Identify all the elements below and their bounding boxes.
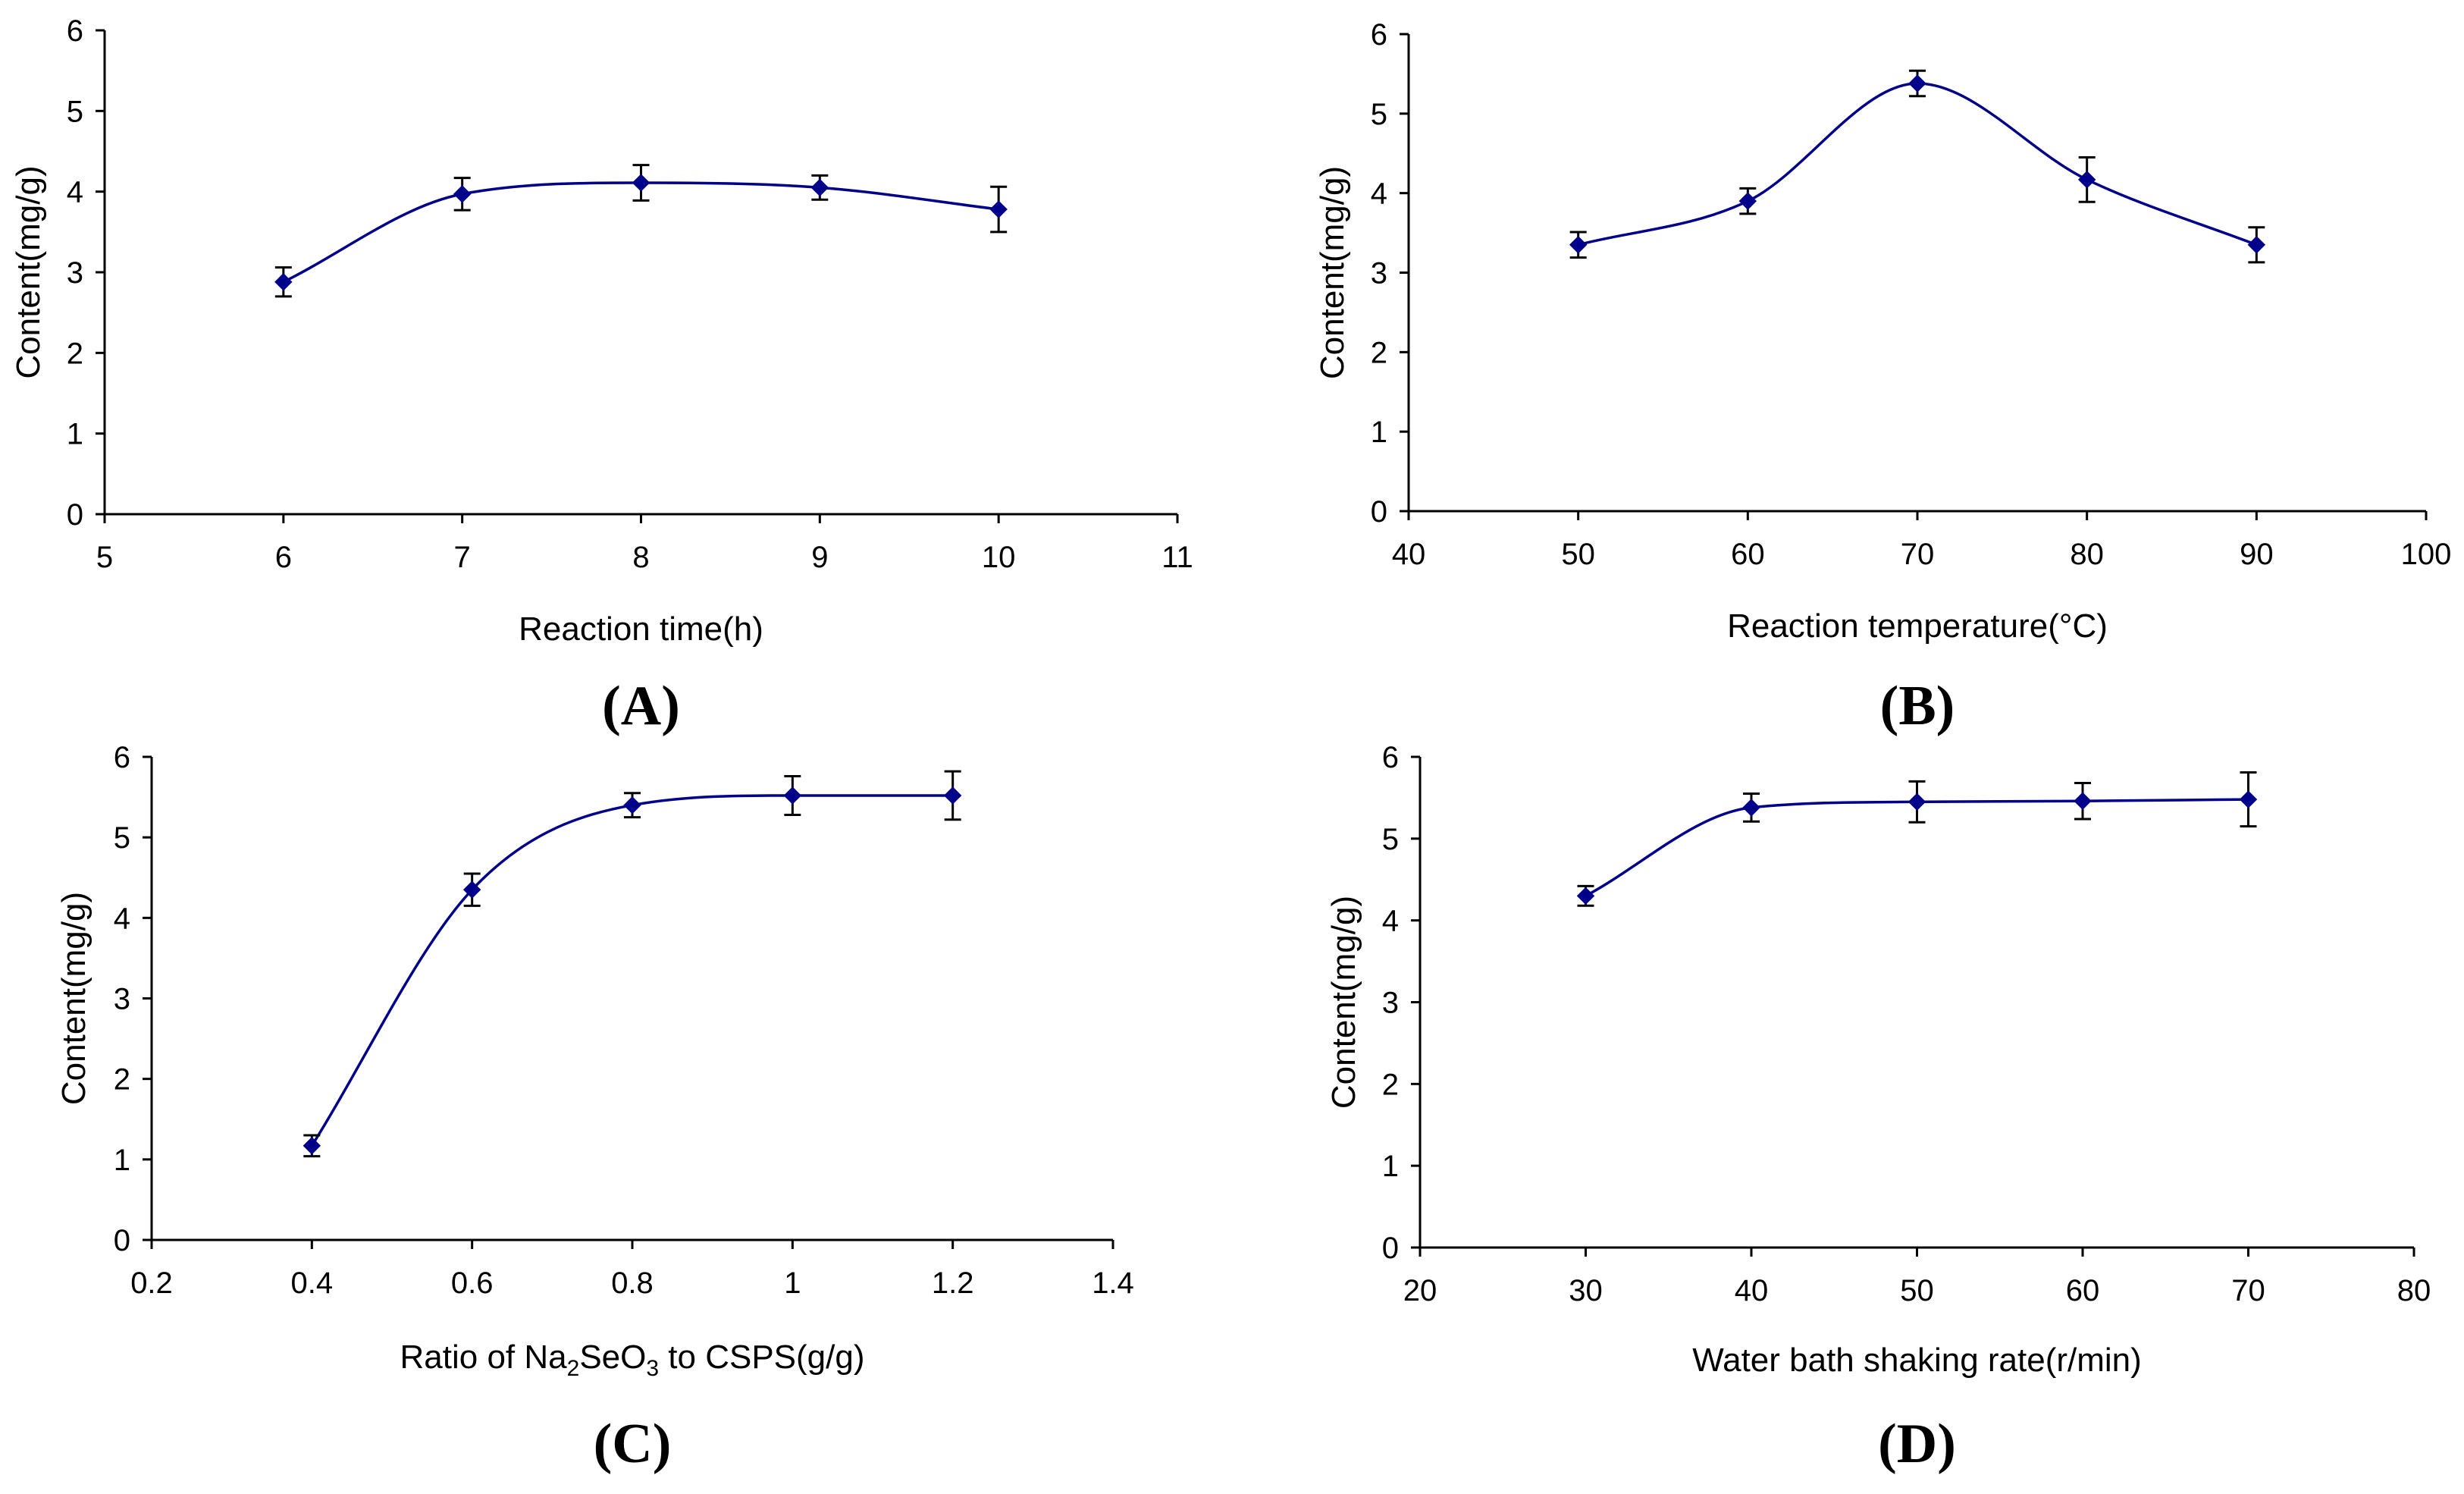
data-point [453, 185, 472, 203]
y-tick-label: 5 [67, 95, 83, 128]
y-tick-label: 2 [1371, 336, 1387, 369]
x-tick-label: 80 [2397, 1274, 2431, 1307]
series-line [1578, 82, 2257, 246]
y-axis-label: Content(mg/g) [1314, 166, 1351, 379]
data-point [2074, 792, 2092, 810]
y-tick-label: 6 [1371, 18, 1387, 52]
data-point [783, 786, 802, 805]
x-tick-label: 40 [1392, 538, 1426, 571]
x-tick-label: 60 [2066, 1274, 2100, 1307]
data-point [943, 786, 962, 805]
data-point [274, 273, 293, 291]
series-line [310, 794, 953, 1147]
y-tick-label: 0 [1382, 1232, 1399, 1265]
x-axis-label: Ratio of Na2SeO3 to CSPS(g/g) [400, 1339, 865, 1381]
y-tick-label: 1 [1371, 416, 1387, 449]
chart-panel-2: 0 1 2 3 4 5 6 40 50 60 70 80 90 100 Content(mg/g) React… [1314, 18, 2451, 737]
y-tick-label: 5 [1371, 98, 1387, 131]
x-tick-label: 60 [1731, 538, 1765, 571]
y-tick-label: 1 [1382, 1150, 1399, 1183]
chart-panel-4: 0 1 2 3 4 5 6 20 30 40 50 60 70 80 Content(mg/g) Water … [1325, 741, 2431, 1475]
y-tick-label: 2 [67, 337, 83, 370]
data-point [2247, 236, 2266, 254]
data-point [1742, 799, 1760, 817]
x-tick-label: 9 [811, 541, 828, 574]
x-tick-label: 1.4 [1092, 1266, 1134, 1300]
y-tick-label: 1 [67, 418, 83, 451]
y-axis-label: Content(mg/g) [55, 892, 92, 1105]
y-tick-label: 0 [114, 1224, 130, 1257]
y-tick-label: 4 [1382, 905, 1399, 938]
y-tick-label: 6 [114, 741, 130, 774]
y-tick-label: 3 [67, 256, 83, 290]
panel-label: (C) [594, 1413, 672, 1475]
data-point [1569, 236, 1588, 254]
y-tick-label: 4 [67, 176, 83, 209]
y-tick-label: 0 [67, 498, 83, 532]
data-point [1908, 74, 1926, 93]
data-point [2077, 171, 2096, 189]
x-tick-label: 1 [784, 1266, 801, 1300]
x-tick-label: 100 [2401, 538, 2452, 571]
x-tick-label: 0.6 [451, 1266, 494, 1300]
y-tick-label: 3 [1371, 257, 1387, 290]
data-point [810, 178, 829, 197]
x-tick-label: 50 [1900, 1274, 1934, 1307]
y-axis-label: Content(mg/g) [10, 165, 47, 378]
x-tick-label: 90 [2240, 538, 2274, 571]
data-point [989, 200, 1008, 218]
y-axis-label: Content(mg/g) [1325, 896, 1362, 1109]
x-tick-label: 0.8 [611, 1266, 654, 1300]
x-tick-label: 30 [1569, 1274, 1603, 1307]
data-point [1738, 192, 1757, 210]
data-point [462, 880, 481, 899]
data-point [1576, 887, 1595, 906]
y-tick-label: 4 [114, 902, 130, 935]
x-tick-label: 11 [1161, 541, 1193, 574]
y-tick-label: 3 [114, 983, 130, 1016]
x-tick-label: 5 [96, 541, 113, 574]
y-tick-label: 2 [1382, 1068, 1399, 1101]
x-tick-label: 80 [2070, 538, 2104, 571]
x-axis-label: Water bath shaking rate(r/min) [1692, 1342, 2142, 1379]
data-point [2239, 790, 2258, 808]
panel-label: (A) [602, 675, 680, 737]
y-tick-label: 6 [1382, 741, 1399, 774]
data-point [623, 796, 641, 814]
data-point [1908, 793, 1926, 811]
panel-label: (D) [1878, 1413, 1956, 1475]
x-tick-label: 10 [982, 541, 1016, 574]
y-tick-label: 0 [1371, 495, 1387, 529]
x-tick-label: 8 [632, 541, 649, 574]
chart-panel-1: 0 1 2 3 4 5 6 5 6 7 8 9 10 11 Content(mg/g) Reaction ti… [10, 14, 1193, 737]
x-tick-label: 7 [454, 541, 471, 574]
panel-label: (B) [1880, 675, 1955, 737]
x-tick-label: 0.4 [291, 1266, 334, 1300]
x-tick-label: 70 [2231, 1274, 2265, 1307]
x-tick-label: 0.2 [130, 1266, 173, 1300]
y-tick-label: 2 [114, 1063, 130, 1097]
y-tick-label: 3 [1382, 987, 1399, 1020]
y-tick-label: 1 [114, 1144, 130, 1177]
data-point [632, 174, 650, 192]
x-axis-label: Reaction time(h) [519, 610, 763, 648]
x-tick-label: 50 [1561, 538, 1595, 571]
x-tick-label: 40 [1735, 1274, 1769, 1307]
data-point [303, 1137, 321, 1155]
chart-panel-3: 0 1 2 3 4 5 6 0.2 0.4 0.6 0.8 1 1.2 1.4 Content(mg/g) R… [55, 741, 1134, 1475]
x-axis-label: Reaction temperature(°C) [1727, 607, 2108, 645]
x-tick-label: 1.2 [932, 1266, 974, 1300]
x-tick-label: 6 [275, 541, 292, 574]
y-tick-label: 4 [1371, 177, 1387, 211]
y-tick-label: 6 [67, 14, 83, 48]
x-tick-label: 20 [1403, 1274, 1437, 1307]
y-tick-label: 5 [114, 821, 130, 855]
y-tick-label: 5 [1382, 823, 1399, 856]
x-tick-label: 70 [1901, 538, 1935, 571]
